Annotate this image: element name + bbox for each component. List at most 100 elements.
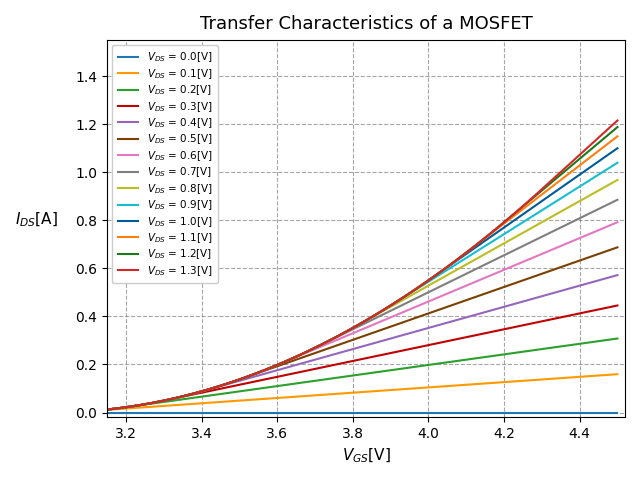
$V_{DS}$ = 1.0[V] [336,332,344,338]
$V_{DS}$ = 0.3[V] [339,360,347,366]
$V_{DS}$ = 0.5[V] [614,244,621,250]
Line: $V_{DS}$ = 1.2[V]: $V_{DS}$ = 1.2[V] [88,127,618,411]
$V_{DS}$ = 0.3[V] [614,302,621,308]
$V_{DS}$ = 0.2[V] [518,349,526,355]
$V_{DS}$ = 0.2[V] [371,370,378,375]
$V_{DS}$ = 1.1[V] [84,408,92,414]
$V_{DS}$ = 0.4[V] [84,408,92,414]
$V_{DS}$ = 1.2[V] [84,408,92,414]
$V_{DS}$ = 0.2[V] [614,336,621,341]
$V_{DS}$ = 0.6[V] [614,219,621,225]
$V_{DS}$ = 0.6[V] [601,225,609,230]
$V_{DS}$ = 1.2[V] [339,331,347,336]
$V_{DS}$ = 0.2[V] [601,337,609,343]
$V_{DS}$ = 0.2[V] [336,374,344,380]
$V_{DS}$ = 0.3[V] [518,323,526,328]
$V_{DS}$ = 0.5[V] [84,408,92,414]
$V_{DS}$ = 1.3[V] [601,129,609,135]
$V_{DS}$ = 1.3[V] [336,332,344,338]
$V_{DS}$ = 0.4[V] [601,276,609,282]
Line: $V_{DS}$ = 0.8[V]: $V_{DS}$ = 0.8[V] [88,180,618,411]
$V_{DS}$ = 0.7[V] [84,408,92,414]
$V_{DS}$ = 1.0[V] [614,145,621,151]
Line: $V_{DS}$ = 1.3[V]: $V_{DS}$ = 1.3[V] [88,120,618,411]
$V_{DS}$ = 0.7[V] [518,243,526,249]
$V_{DS}$ = 0.7[V] [339,331,347,337]
$V_{DS}$ = 0.0[V] [336,409,344,415]
$V_{DS}$ = 1.0[V] [399,295,407,300]
$V_{DS}$ = 1.1[V] [601,143,609,149]
$V_{DS}$ = 0.3[V] [601,305,609,311]
$V_{DS}$ = 1.3[V] [339,331,347,336]
$V_{DS}$ = 0.8[V] [84,408,92,414]
$V_{DS}$ = 0.1[V] [614,372,621,377]
$V_{DS}$ = 1.3[V] [371,312,378,318]
$V_{DS}$ = 0.9[V] [518,220,526,226]
$V_{DS}$ = 0.4[V] [339,349,347,355]
$V_{DS}$ = 0.6[V] [371,321,378,327]
$V_{DS}$ = 0.2[V] [84,408,92,414]
$V_{DS}$ = 0.9[V] [399,295,407,300]
Title: Transfer Characteristics of a MOSFET: Transfer Characteristics of a MOSFET [200,15,532,33]
$V_{DS}$ = 0.8[V] [601,184,609,190]
$V_{DS}$ = 0.3[V] [84,408,92,414]
$V_{DS}$ = 0.7[V] [336,333,344,338]
$V_{DS}$ = 0.0[V] [399,409,407,415]
$V_{DS}$ = 0.4[V] [399,332,407,338]
$V_{DS}$ = 0.5[V] [336,342,344,348]
$V_{DS}$ = 0.6[V] [518,259,526,265]
$V_{DS}$ = 0.9[V] [371,312,378,318]
Line: $V_{DS}$ = 0.6[V]: $V_{DS}$ = 0.6[V] [88,222,618,411]
$V_{DS}$ = 0.9[V] [84,408,92,414]
$V_{DS}$ = 1.0[V] [84,408,92,414]
Legend: $V_{DS}$ = 0.0[V], $V_{DS}$ = 0.1[V], $V_{DS}$ = 0.2[V], $V_{DS}$ = 0.3[V], $V_{: $V_{DS}$ = 0.0[V], $V_{DS}$ = 0.1[V], $V… [113,45,218,283]
$V_{DS}$ = 1.1[V] [371,312,378,318]
$V_{DS}$ = 0.9[V] [614,160,621,166]
$V_{DS}$ = 1.0[V] [601,154,609,160]
$V_{DS}$ = 1.1[V] [399,295,407,300]
Line: $V_{DS}$ = 0.7[V]: $V_{DS}$ = 0.7[V] [88,200,618,411]
Y-axis label: $I_{DS}$[A]: $I_{DS}$[A] [15,210,58,228]
Line: $V_{DS}$ = 0.4[V]: $V_{DS}$ = 0.4[V] [88,275,618,411]
$V_{DS}$ = 0.4[V] [336,350,344,356]
$V_{DS}$ = 0.5[V] [339,340,347,346]
$V_{DS}$ = 1.2[V] [336,332,344,338]
$V_{DS}$ = 0.5[V] [601,249,609,255]
$V_{DS}$ = 0.6[V] [336,336,344,342]
$V_{DS}$ = 0.5[V] [518,278,526,284]
$V_{DS}$ = 0.6[V] [399,309,407,315]
$V_{DS}$ = 0.1[V] [336,391,344,396]
$V_{DS}$ = 0.8[V] [399,297,407,303]
$V_{DS}$ = 0.4[V] [614,272,621,278]
$V_{DS}$ = 0.9[V] [336,332,344,338]
$V_{DS}$ = 0.9[V] [339,331,347,336]
Line: $V_{DS}$ = 0.1[V]: $V_{DS}$ = 0.1[V] [88,374,618,411]
$V_{DS}$ = 1.2[V] [399,295,407,300]
$V_{DS}$ = 0.4[V] [518,299,526,305]
$V_{DS}$ = 0.0[V] [518,409,526,415]
$V_{DS}$ = 1.3[V] [518,204,526,210]
$V_{DS}$ = 1.2[V] [371,312,378,318]
Line: $V_{DS}$ = 1.1[V]: $V_{DS}$ = 1.1[V] [88,136,618,411]
$V_{DS}$ = 0.8[V] [336,332,344,338]
$V_{DS}$ = 1.3[V] [614,118,621,123]
$V_{DS}$ = 0.0[V] [339,409,347,415]
$V_{DS}$ = 1.1[V] [339,331,347,336]
$V_{DS}$ = 0.2[V] [399,366,407,372]
$V_{DS}$ = 0.1[V] [371,388,378,394]
Line: $V_{DS}$ = 1.0[V]: $V_{DS}$ = 1.0[V] [88,148,618,411]
$V_{DS}$ = 1.2[V] [518,204,526,210]
Line: $V_{DS}$ = 0.2[V]: $V_{DS}$ = 0.2[V] [88,338,618,411]
$V_{DS}$ = 0.6[V] [84,408,92,414]
$V_{DS}$ = 1.0[V] [371,312,378,318]
$V_{DS}$ = 0.6[V] [339,335,347,340]
$V_{DS}$ = 0.7[V] [399,302,407,308]
$V_{DS}$ = 1.1[V] [614,133,621,139]
$V_{DS}$ = 0.0[V] [84,409,92,415]
$V_{DS}$ = 0.5[V] [371,329,378,335]
$V_{DS}$ = 1.3[V] [84,408,92,414]
$V_{DS}$ = 0.1[V] [518,378,526,384]
$V_{DS}$ = 0.7[V] [601,203,609,209]
Line: $V_{DS}$ = 0.3[V]: $V_{DS}$ = 0.3[V] [88,305,618,411]
$V_{DS}$ = 0.4[V] [371,340,378,346]
